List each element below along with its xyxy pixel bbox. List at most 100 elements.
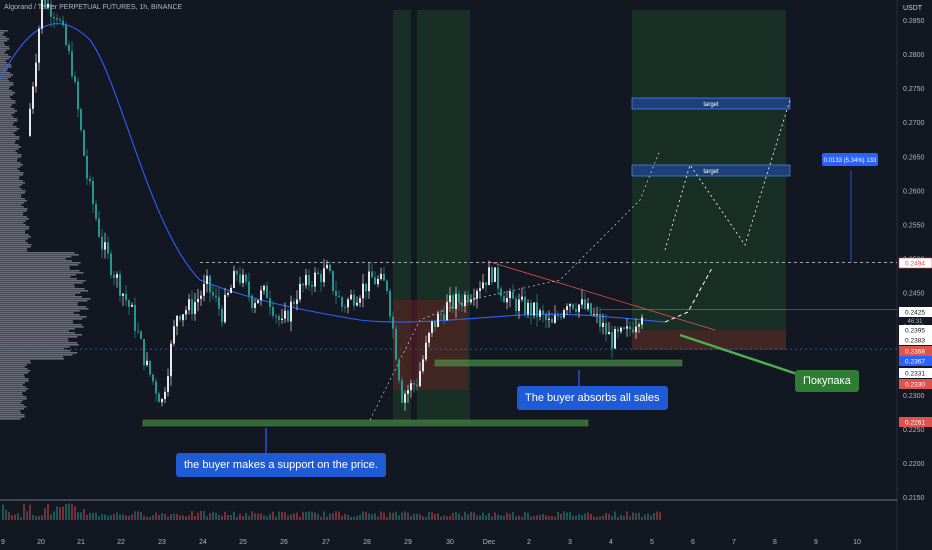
candle-body: [221, 308, 223, 323]
candle-body: [107, 242, 109, 254]
volume-bar: [23, 503, 25, 520]
volume-bar: [101, 513, 103, 520]
price-axis-bg: [897, 0, 932, 550]
volume-profile-bar: [0, 418, 21, 420]
candle-body: [440, 313, 442, 315]
volume-profile-bar: [0, 280, 86, 282]
volume-bar: [140, 512, 142, 520]
volume-profile-bar: [0, 72, 11, 74]
volume-bar: [89, 512, 91, 520]
candle-body: [158, 393, 160, 403]
price-tick-label: 0.2800: [903, 52, 925, 59]
price-tick-label: 0.2150: [903, 495, 925, 502]
volume-bar: [488, 513, 490, 520]
volume-profile-bar: [0, 132, 14, 134]
price-badge: [899, 307, 932, 317]
volume-profile-bar: [0, 138, 20, 140]
volume-profile-bar: [0, 292, 81, 294]
candle-body: [182, 314, 184, 321]
candle-body: [248, 281, 250, 296]
volume-bar: [170, 514, 172, 520]
candle-body: [371, 271, 373, 278]
volume-bar: [95, 512, 97, 520]
volume-bar: [626, 511, 628, 520]
candle-body: [605, 322, 607, 335]
volume-profile-bar: [0, 278, 77, 280]
volume-profile-bar: [0, 306, 87, 308]
volume-profile-bar: [0, 302, 78, 304]
volume-profile-bar: [0, 322, 74, 324]
candle-body: [290, 301, 292, 322]
candle-body: [137, 330, 139, 332]
volume-bar: [50, 514, 52, 520]
candle-body: [317, 272, 319, 274]
volume-profile-bar: [0, 248, 28, 250]
volume-profile-bar: [0, 300, 88, 302]
volume-profile-bar: [0, 268, 70, 270]
volume-bar: [173, 513, 175, 520]
volume-profile-bar: [0, 40, 8, 42]
candle-body: [593, 314, 595, 316]
candle-body: [407, 390, 409, 394]
volume-profile-bar: [0, 238, 28, 240]
volume-bar: [404, 511, 406, 520]
volume-bar: [620, 514, 622, 520]
volume-bar: [5, 509, 7, 520]
volume-bar: [332, 513, 334, 520]
candle-body: [227, 293, 229, 295]
volume-bar: [62, 506, 64, 520]
volume-profile-bar: [0, 170, 20, 172]
volume-bar: [44, 508, 46, 520]
candle-body: [143, 338, 145, 366]
candle-body: [239, 274, 241, 284]
candle-body: [608, 331, 610, 335]
volume-bar: [260, 513, 262, 520]
volume-profile-bar: [0, 330, 69, 332]
volume-profile-bar: [0, 358, 64, 360]
volume-profile-bar: [0, 150, 16, 152]
candle-body: [332, 271, 334, 291]
candle-body: [566, 306, 568, 311]
volume-profile-bar: [0, 160, 17, 162]
candle-body: [419, 371, 421, 387]
volume-profile-bar: [0, 98, 12, 100]
volume-profile-bar: [0, 212, 24, 214]
candle-body: [245, 274, 247, 282]
volume-profile-bar: [0, 270, 80, 272]
volume-profile-bar: [0, 354, 73, 356]
volume-bar: [593, 516, 595, 520]
volume-bar: [569, 512, 571, 520]
candle-body: [392, 316, 394, 329]
candle-body: [422, 359, 424, 372]
volume-profile-bar: [0, 70, 7, 72]
volume-bar: [362, 511, 364, 520]
volume-bar: [374, 513, 376, 520]
volume-profile-bar: [0, 350, 71, 352]
volume-bar: [119, 514, 121, 520]
volume-profile-bar: [0, 380, 29, 382]
candle-body: [302, 283, 304, 286]
volume-bar: [545, 515, 547, 520]
volume-profile-bar: [0, 140, 16, 142]
volume-profile-bar: [0, 116, 14, 118]
candle-body: [194, 302, 196, 314]
volume-bar: [56, 506, 58, 520]
time-tick-label: 20: [37, 539, 45, 546]
time-tick-label: 29: [404, 539, 412, 546]
volume-profile-bar: [0, 290, 89, 292]
price-badge: [899, 346, 932, 356]
price-badge-text: 0.2395: [905, 328, 925, 335]
candle-body: [473, 298, 475, 300]
volume-profile-bar: [0, 142, 15, 144]
volume-profile-bar: [0, 108, 15, 110]
volume-bar: [497, 514, 499, 520]
volume-profile-bar: [0, 386, 26, 388]
candle-body: [431, 321, 433, 333]
volume-profile-bar: [0, 288, 85, 290]
volume-profile-bar: [0, 416, 25, 418]
candle-body: [554, 315, 556, 323]
volume-bar: [587, 512, 589, 520]
candle-body: [68, 44, 70, 52]
price-badge-text: 0.2330: [905, 382, 925, 389]
